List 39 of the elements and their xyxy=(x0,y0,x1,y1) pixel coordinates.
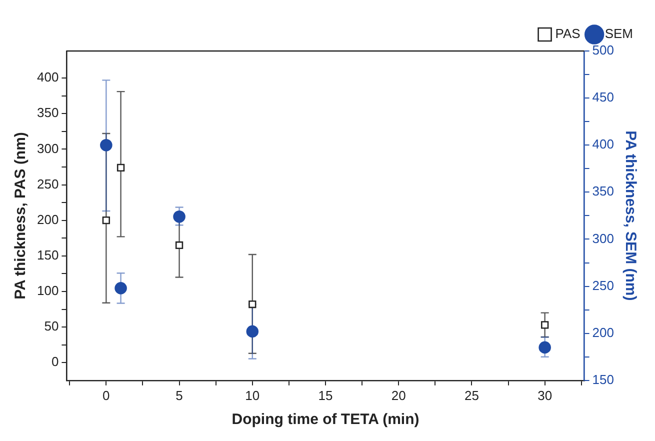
x-tick-label: 10 xyxy=(245,388,260,403)
y2-tick-label: 450 xyxy=(592,90,614,105)
x-tick-label: 15 xyxy=(318,388,333,403)
point xyxy=(246,325,259,338)
y-tick-label: 350 xyxy=(36,105,59,120)
point xyxy=(538,341,551,354)
y-tick-label: 400 xyxy=(36,70,59,85)
y-tick-label: 100 xyxy=(36,283,59,298)
point xyxy=(114,282,127,294)
x-tick-label: 0 xyxy=(102,388,110,403)
y2-tick-label: 250 xyxy=(592,278,614,293)
point xyxy=(102,216,110,224)
y2-tick-label: 200 xyxy=(592,324,614,340)
y-tick-label: 300 xyxy=(36,140,59,156)
point xyxy=(175,241,184,250)
y2-axis-title: PA thickness, SEM (nm) xyxy=(622,130,639,301)
y-axis-title: PA thickness, PAS (nm) xyxy=(12,132,30,300)
y2-tick-label: 350 xyxy=(592,184,614,199)
y2-tick-label: 400 xyxy=(592,136,614,152)
y-tick-label: 250 xyxy=(36,176,59,192)
legend-label: PAS xyxy=(555,26,581,42)
point xyxy=(248,300,256,308)
x-tick-label: 25 xyxy=(464,388,479,403)
x-tick-label: 30 xyxy=(538,388,552,403)
point xyxy=(100,138,112,152)
x-tick-label: 20 xyxy=(391,388,406,403)
point xyxy=(173,210,186,223)
x-tick-label: 5 xyxy=(176,388,183,403)
y2-tick-label: 300 xyxy=(592,230,614,246)
point xyxy=(541,321,549,329)
y-tick-label: 50 xyxy=(44,318,59,334)
x-axis-title: Doping time of TETA (min) xyxy=(232,411,420,428)
legend-label: SEM xyxy=(604,26,633,42)
y2-tick-label: 150 xyxy=(592,372,614,387)
y-tick-label: 200 xyxy=(36,212,59,227)
y-tick-label: 0 xyxy=(51,354,59,370)
y2-tick-label: 500 xyxy=(592,42,614,58)
point xyxy=(116,164,125,172)
y-tick-label: 150 xyxy=(36,247,59,262)
